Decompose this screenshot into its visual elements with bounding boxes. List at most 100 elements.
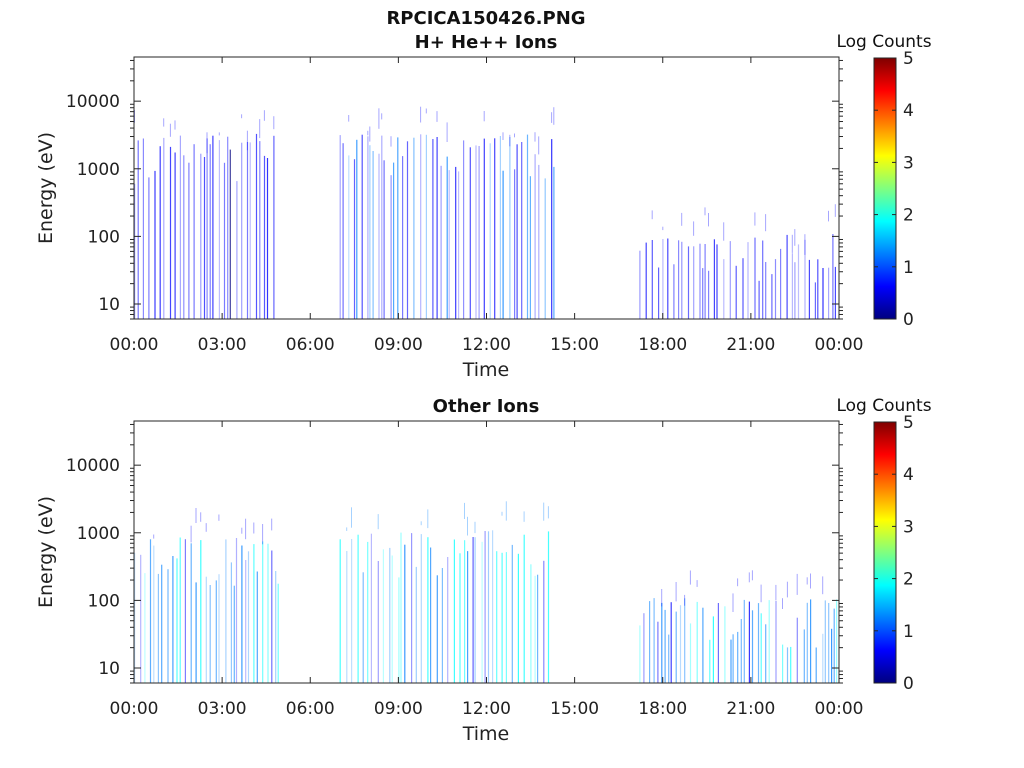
spectrogram-speck (381, 113, 383, 120)
spectrogram-streak (780, 248, 782, 319)
spectrogram-streak (487, 531, 490, 683)
spectrogram-streak (754, 237, 756, 319)
spectrogram-streak (699, 243, 701, 319)
spectrogram-speck (367, 130, 369, 136)
spectrogram-streak (218, 574, 220, 683)
spectrogram-streak (172, 556, 174, 683)
spectrogram-streak (484, 531, 486, 683)
x-tick-label: 21:00 (726, 335, 775, 355)
spectrogram-streak (464, 540, 466, 683)
x-tick-label: 15:00 (550, 335, 599, 355)
spectrogram-speck (348, 115, 350, 122)
x-tick-label: 06:00 (286, 335, 335, 355)
spectrogram-streak (681, 241, 683, 319)
spectrogram-streak (229, 149, 231, 319)
spectrogram-streak (262, 541, 264, 683)
spectrogram-streak (377, 561, 379, 683)
colorbar-tick-label: 4 (903, 465, 914, 485)
spectrogram-streak (804, 239, 806, 319)
spectrogram-streak (179, 537, 181, 683)
spectrogram-speck (547, 506, 549, 519)
spectrogram-speck (369, 126, 371, 142)
spectrogram-streak (372, 151, 374, 319)
spectrogram-streak (357, 534, 359, 683)
spectrogram-streak (529, 176, 531, 319)
spectrogram-streak (475, 145, 477, 319)
spectrogram-streak (547, 531, 550, 683)
spectrogram-streak (817, 259, 819, 319)
spectrogram-streak (209, 585, 211, 683)
spectrogram-streak (469, 147, 471, 319)
spectrogram-streak (828, 267, 830, 319)
spectrogram-streak (760, 613, 762, 683)
y-tick-label: 1000 (77, 160, 120, 180)
spectrogram-speck (446, 122, 448, 142)
spectrogram-streak (367, 136, 369, 319)
spectrogram-streak (246, 142, 249, 319)
spectrogram-streak (543, 560, 545, 683)
spectrogram-streak (436, 137, 438, 319)
spectrogram-streak (709, 639, 711, 683)
spectrogram-streak (668, 634, 670, 683)
spectrogram-streak (675, 611, 677, 683)
spectrogram-streak (389, 547, 391, 683)
spectrogram-streak (724, 606, 726, 683)
spectrogram-streak (275, 571, 277, 683)
spectrogram-streak (828, 603, 830, 683)
spectrogram-streak (808, 259, 810, 319)
spectrogram-streak (190, 543, 192, 683)
spectrogram-streak (225, 539, 227, 683)
y-tick-label: 10 (98, 295, 120, 315)
spectrogram-speck (174, 120, 176, 130)
spectrogram-streak (159, 146, 161, 319)
spectrogram-streak (223, 162, 226, 319)
spectrogram-streak (362, 572, 364, 683)
spectrogram-streak (154, 170, 156, 319)
spectrogram-streak (501, 552, 503, 683)
plot-area (134, 421, 839, 683)
spectrogram-streak (455, 166, 457, 319)
spectrogram-speck (505, 501, 507, 521)
spectrogram-speck (786, 581, 788, 598)
spectrogram-streak (517, 553, 519, 683)
spectrogram-streak (478, 146, 480, 319)
spectrogram-streak (339, 135, 341, 319)
spectrogram-speck (200, 512, 202, 522)
spectrogram-streak (661, 602, 663, 683)
spectrogram-speck (737, 578, 739, 587)
spectrogram-streak (492, 530, 494, 683)
spectrogram-streak (157, 573, 159, 683)
x-tick-label: 18:00 (638, 335, 687, 355)
spectrogram-streak (209, 144, 211, 319)
spectrogram-speck (502, 132, 504, 140)
spectrogram-streak (188, 162, 190, 319)
spectrogram-streak (832, 234, 834, 319)
colorbar-label: Log Counts (836, 396, 931, 416)
spectrogram-streak (436, 575, 438, 683)
panel-h-he-ions: H+ He++ Ions 00:00 03:00 06:00 09:00 12:00 15… (35, 32, 932, 381)
spectrogram-streak (161, 564, 163, 683)
spectrogram-streak (678, 240, 680, 319)
spectrogram-streak (256, 571, 258, 683)
spectrogram-streak (233, 585, 235, 683)
spectrogram-streak (544, 178, 546, 319)
spectrogram-streak (245, 560, 247, 683)
spectrogram-streak (521, 142, 523, 319)
spectrogram-streak (367, 541, 369, 683)
spectrogram-speck (553, 107, 555, 125)
spectrogram-streak (735, 265, 737, 319)
spectrogram-streak (351, 539, 353, 683)
spectrogram-streak (687, 246, 690, 319)
spectrogram-streak (205, 576, 207, 683)
spectrogram-streak (247, 551, 250, 683)
x-tick-label: 12:00 (462, 699, 511, 719)
spectrogram-cells (134, 501, 838, 683)
spectrogram-streak (339, 539, 341, 683)
spectrogram-streak (472, 537, 474, 683)
spectrogram-speck (509, 134, 511, 147)
spectrogram-streak (420, 134, 422, 319)
spectrogram-speck (791, 234, 793, 253)
spectrogram-streak (696, 601, 698, 683)
spectrogram-streak (553, 166, 555, 319)
colorbar (873, 57, 897, 320)
